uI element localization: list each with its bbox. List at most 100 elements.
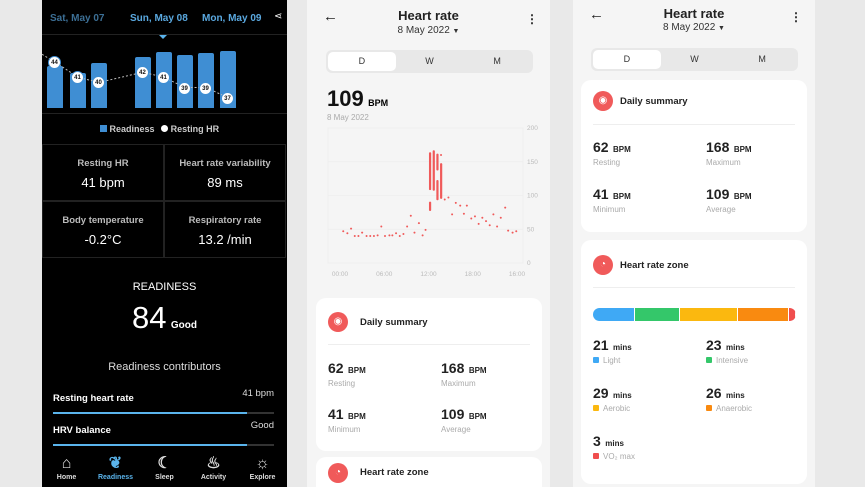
tab-day[interactable]: D — [593, 50, 661, 69]
data-point — [357, 235, 360, 237]
nav-explore[interactable]: ☼ Explore — [238, 454, 287, 481]
back-arrow-icon[interactable]: ← — [323, 8, 338, 25]
zone-segment — [737, 308, 790, 321]
flame-icon: ♨ — [206, 455, 221, 472]
zone-vo2max: 3 mins VO₂ max — [593, 433, 635, 461]
resting-hr-point[interactable]: 44 — [48, 56, 61, 69]
data-point — [507, 229, 510, 232]
tab-week[interactable]: W — [690, 54, 699, 64]
y-tick-label: 0 — [527, 260, 531, 267]
zone-segment — [634, 308, 681, 321]
current-value: 109 BPM — [327, 86, 388, 112]
heart-rate-zone-card[interactable]: ◔ Heart rate zone — [316, 457, 542, 487]
more-icon[interactable]: ⋮ — [526, 12, 538, 26]
metric-resting-hr[interactable]: Resting HR 41 bpm — [42, 144, 164, 201]
card-title: Heart rate zone — [360, 467, 429, 478]
date-selector[interactable]: 8 May 2022 ▼ — [307, 25, 550, 36]
date-selector[interactable]: 8 May 2022 ▼ — [573, 22, 815, 33]
tab-month[interactable]: M — [493, 56, 501, 66]
zone-unit: mins — [613, 391, 632, 400]
card-title: Daily summary — [620, 96, 688, 107]
heart-rate-zone-card: ◔ Heart rate zone 21 mins Light 23 mins In… — [581, 240, 807, 484]
resting-hr-point[interactable]: 39 — [178, 81, 191, 95]
heart-rate-day-screen: ← Heart rate 8 May 2022 ▼ ⋮ D W M 109 BP… — [307, 0, 550, 487]
data-point — [511, 231, 514, 234]
date-next[interactable]: Mon, May 09 — [202, 13, 262, 24]
data-point — [440, 154, 443, 156]
nav-home[interactable]: ⌂ Home — [42, 454, 91, 481]
zone-label: Anaerobic — [716, 404, 753, 413]
data-point — [369, 235, 372, 237]
tab-week[interactable]: W — [425, 56, 434, 66]
back-arrow-icon[interactable]: ← — [589, 6, 604, 23]
x-tick-label: 12:00 — [420, 271, 437, 278]
stat-value: 109 — [441, 406, 465, 422]
range-bar — [436, 153, 439, 171]
card-title: Daily summary — [360, 317, 428, 328]
contributors-title: Readiness contributors — [108, 361, 221, 373]
data-point — [388, 234, 391, 237]
resting-hr-point[interactable]: 42 — [136, 66, 149, 80]
daily-summary-card: ◉ Daily summary 62 BPM Resting 168 BPM Max… — [581, 80, 807, 232]
nav-readiness[interactable]: ❦ Readiness — [91, 454, 140, 481]
metric-body-temp[interactable]: Body temperature -0.2°C — [42, 201, 164, 258]
metric-respiratory[interactable]: Respiratory rate 13.2 /min — [164, 201, 286, 258]
resting-hr-point[interactable]: 37 — [221, 91, 234, 105]
metric-hrv[interactable]: Heart rate variability 89 ms — [164, 144, 286, 201]
metric-value: 41 bpm — [81, 175, 125, 190]
stat-unit: BPM — [468, 412, 487, 421]
heart-rate-chart[interactable]: 0 50 100 150 200 00:00 06:00 12:00 18:00 16:00 — [307, 120, 550, 285]
data-point — [365, 235, 368, 237]
zone-segment — [593, 308, 635, 321]
more-icon[interactable]: ⋮ — [790, 10, 802, 24]
metric-label: Body temperature — [62, 215, 144, 226]
divider — [42, 34, 287, 35]
sun-icon: ☼ — [255, 455, 270, 472]
zone-label: Intensive — [716, 356, 749, 365]
metric-value: 89 ms — [207, 175, 243, 190]
share-icon[interactable]: ⋖ — [274, 11, 283, 22]
data-point — [402, 232, 405, 235]
nav-sleep[interactable]: ☾ Sleep — [140, 454, 189, 481]
contributor-hrv-balance[interactable]: HRV balance Good — [53, 420, 274, 446]
stat-average: 109 BPM Average — [441, 406, 487, 434]
card-title: Heart rate zone — [620, 260, 689, 271]
readiness-bar[interactable] — [177, 54, 193, 108]
nav-activity[interactable]: ♨ Activity — [189, 454, 238, 481]
data-point — [421, 234, 424, 237]
readiness-label: READINESS — [132, 281, 197, 293]
range-bar — [428, 152, 432, 191]
x-tick-label: 06:00 — [376, 271, 393, 278]
stat-maximum: 168 BPM Maximum — [441, 360, 487, 388]
date-current[interactable]: Sun, May 08 — [130, 13, 188, 24]
zone-label: VO₂ max — [603, 452, 635, 461]
contributor-label: Resting heart rate — [53, 393, 134, 404]
eye-icon: ◉ — [328, 312, 348, 332]
stat-label: Average — [706, 205, 736, 214]
zone-aerobic: 29 mins Aerobic — [593, 385, 632, 413]
zone-unit: mins — [605, 439, 624, 448]
zone-unit: mins — [613, 343, 632, 352]
tab-day[interactable]: D — [328, 52, 396, 71]
stat-label: Minimum — [593, 205, 626, 214]
resting-hr-point[interactable]: 41 — [71, 71, 84, 85]
data-point — [346, 232, 349, 235]
resting-hr-point[interactable]: 40 — [92, 76, 105, 90]
zone-color-dot — [593, 453, 599, 459]
home-icon: ⌂ — [61, 455, 72, 472]
resting-hr-point[interactable]: 39 — [199, 81, 212, 95]
moon-icon: ☾ — [157, 455, 172, 472]
divider — [328, 344, 530, 345]
date-prev[interactable]: Sat, May 07 — [50, 13, 105, 24]
data-point — [395, 232, 398, 235]
contributor-resting-hr[interactable]: Resting heart rate 41 bpm — [53, 388, 274, 414]
stat-label: Average — [441, 425, 471, 434]
stat-value: 41 — [593, 186, 609, 202]
readiness-bar[interactable] — [47, 66, 63, 108]
data-point — [470, 217, 473, 220]
metric-label: Heart rate variability — [179, 158, 271, 169]
resting-hr-point[interactable]: 41 — [157, 71, 170, 85]
tab-month[interactable]: M — [758, 54, 766, 64]
zone-label: Light — [603, 356, 621, 365]
data-point — [447, 196, 450, 199]
